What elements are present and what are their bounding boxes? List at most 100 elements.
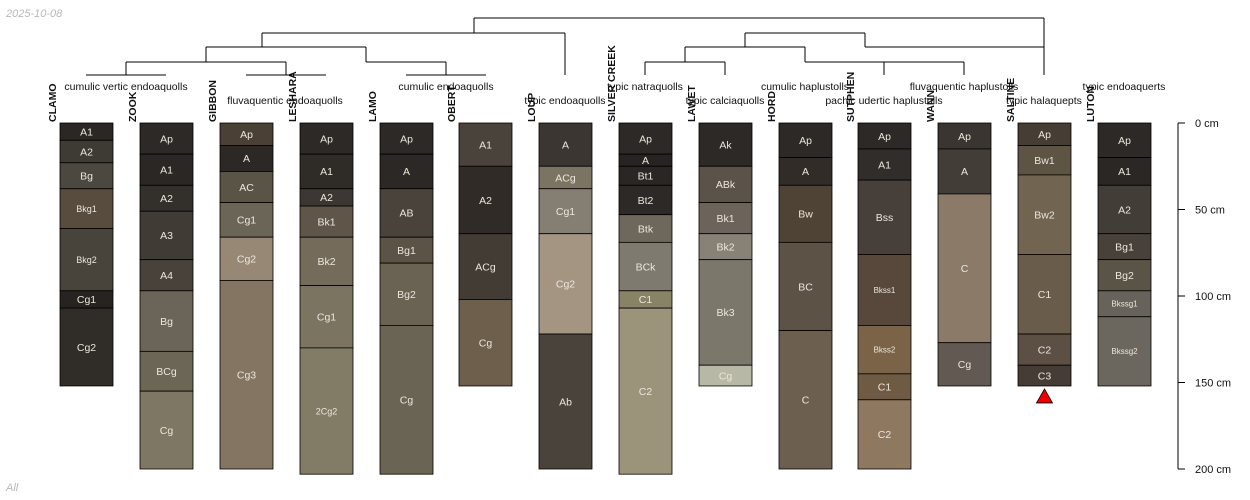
horizon-hord-1 xyxy=(778,122,833,158)
horizon-label: BC xyxy=(798,281,813,293)
horizon-label: A4 xyxy=(160,270,173,282)
taxon-label: typic endoaquerts xyxy=(1083,81,1166,93)
horizon-label: AB xyxy=(399,208,413,220)
horizon-luton-3 xyxy=(1097,184,1152,235)
profile-name-sutphen: SUTPHEN xyxy=(845,72,857,122)
horizon-label: C1 xyxy=(878,382,892,394)
horizon-label: A2 xyxy=(80,146,93,158)
horizon-sutphen-7 xyxy=(857,399,912,470)
horizon-label: Bt1 xyxy=(638,171,654,183)
horizon-gibbon-2 xyxy=(219,145,274,172)
taxon-label: typic halaquepts xyxy=(1006,95,1082,107)
horizon-label: Cg xyxy=(719,370,733,382)
horizon-lamo-4 xyxy=(379,236,434,264)
horizon-obert-4 xyxy=(458,299,513,387)
horizon-zook-5 xyxy=(139,259,194,292)
horizon-silver-creek-4 xyxy=(618,184,673,216)
horizon-label: Cg2 xyxy=(237,254,256,266)
depth-tick-label: 0 cm xyxy=(1195,118,1219,130)
horizon-label: Cg3 xyxy=(237,369,256,381)
profile-name-wann: WANN xyxy=(925,90,937,122)
horizon-label: C2 xyxy=(1038,344,1052,356)
depth-tick-label: 150 cm xyxy=(1195,378,1231,390)
profile-name-loup: LOUP xyxy=(526,93,538,122)
horizon-label: A1 xyxy=(320,166,333,178)
horizon-label: A2 xyxy=(1118,204,1131,216)
horizon-gibbon-5 xyxy=(219,236,274,281)
horizon-label: ABk xyxy=(716,179,736,191)
horizon-luton-5 xyxy=(1097,259,1152,292)
horizon-luton-6 xyxy=(1097,290,1152,318)
horizon-loup-5 xyxy=(538,333,593,470)
profile-name-lamo: LAMO xyxy=(367,91,379,122)
horizon-clamo-7 xyxy=(59,307,114,387)
horizon-label: Btk xyxy=(638,223,654,235)
horizon-label: A3 xyxy=(160,230,173,242)
horizon-zook-3 xyxy=(139,184,194,212)
horizon-label: C xyxy=(802,395,810,407)
horizon-label: Bg xyxy=(80,171,93,183)
horizon-sutphen-1 xyxy=(857,122,912,150)
horizon-hord-5 xyxy=(778,330,833,470)
horizon-label: Bkg1 xyxy=(76,204,97,214)
horizon-silver-creek-8 xyxy=(618,307,673,475)
horizon-gibbon-6 xyxy=(219,280,274,470)
subset-label: All xyxy=(6,482,19,494)
horizon-zook-6 xyxy=(139,290,194,352)
horizon-label: Bss xyxy=(876,212,894,224)
horizon-luton-4 xyxy=(1097,233,1152,261)
horizon-label: Bw1 xyxy=(1034,155,1055,167)
date-stamp: 2025-10-08 xyxy=(6,8,63,20)
profile-name-saltine: SALTINE xyxy=(1005,78,1017,122)
horizon-silver-creek-5 xyxy=(618,214,673,243)
horizon-label: C1 xyxy=(639,294,653,306)
depth-tick-label: 100 cm xyxy=(1195,291,1231,303)
horizon-label: A xyxy=(562,139,569,151)
horizon-saltine-5 xyxy=(1017,333,1072,366)
horizon-label: A xyxy=(961,166,968,178)
horizon-label: Bkg2 xyxy=(76,255,97,265)
horizon-label: Bkss1 xyxy=(874,286,896,295)
horizon-label: A2 xyxy=(479,195,492,207)
horizon-label: Bw xyxy=(798,209,813,221)
horizon-label: A xyxy=(802,166,809,178)
horizon-label: BCg xyxy=(156,366,177,378)
horizon-leshara-2 xyxy=(299,153,354,190)
horizon-saltine-4 xyxy=(1017,254,1072,335)
horizon-silver-creek-6 xyxy=(618,241,673,292)
horizon-loup-1 xyxy=(538,122,593,167)
horizon-label: Bg1 xyxy=(1115,241,1134,253)
horizon-label: 2Cg2 xyxy=(316,406,338,416)
horizon-label: ACg xyxy=(475,261,496,273)
horizon-label: Bk1 xyxy=(716,213,734,225)
profile-name-obert: OBERT xyxy=(446,85,458,122)
horizon-label: Ap xyxy=(240,129,253,141)
horizon-label: Cg1 xyxy=(556,206,575,218)
horizon-label: C1 xyxy=(1038,289,1052,301)
horizon-label: Bkss2 xyxy=(874,346,896,355)
horizon-lawet-1 xyxy=(698,122,753,167)
horizon-obert-1 xyxy=(458,122,513,167)
horizon-label: Ap xyxy=(160,133,173,145)
horizon-label: Cg1 xyxy=(77,294,96,306)
horizon-clamo-5 xyxy=(59,228,114,292)
horizon-lamo-1 xyxy=(379,122,434,155)
horizon-label: A2 xyxy=(320,192,333,204)
horizon-label: Bg xyxy=(160,316,173,328)
horizon-label: Ap xyxy=(878,131,891,143)
horizon-wann-3 xyxy=(937,193,992,344)
horizon-label: Cg1 xyxy=(317,312,336,324)
taxon-label: typic natraquolls xyxy=(607,81,683,93)
horizon-label: Bk3 xyxy=(716,307,734,319)
horizon-gibbon-3 xyxy=(219,171,274,203)
horizon-lamo-5 xyxy=(379,262,434,326)
horizon-label: Bkssg2 xyxy=(1111,347,1138,356)
taxon-label: fluvaquentic haplustolls xyxy=(910,81,1019,93)
horizon-label: C3 xyxy=(1038,370,1052,382)
horizon-wann-1 xyxy=(937,122,992,150)
horizon-leshara-5 xyxy=(299,236,354,287)
horizon-lawet-6 xyxy=(698,364,753,387)
horizon-obert-2 xyxy=(458,165,513,235)
horizon-label: Bk1 xyxy=(317,216,335,228)
horizon-label: A1 xyxy=(80,126,93,138)
